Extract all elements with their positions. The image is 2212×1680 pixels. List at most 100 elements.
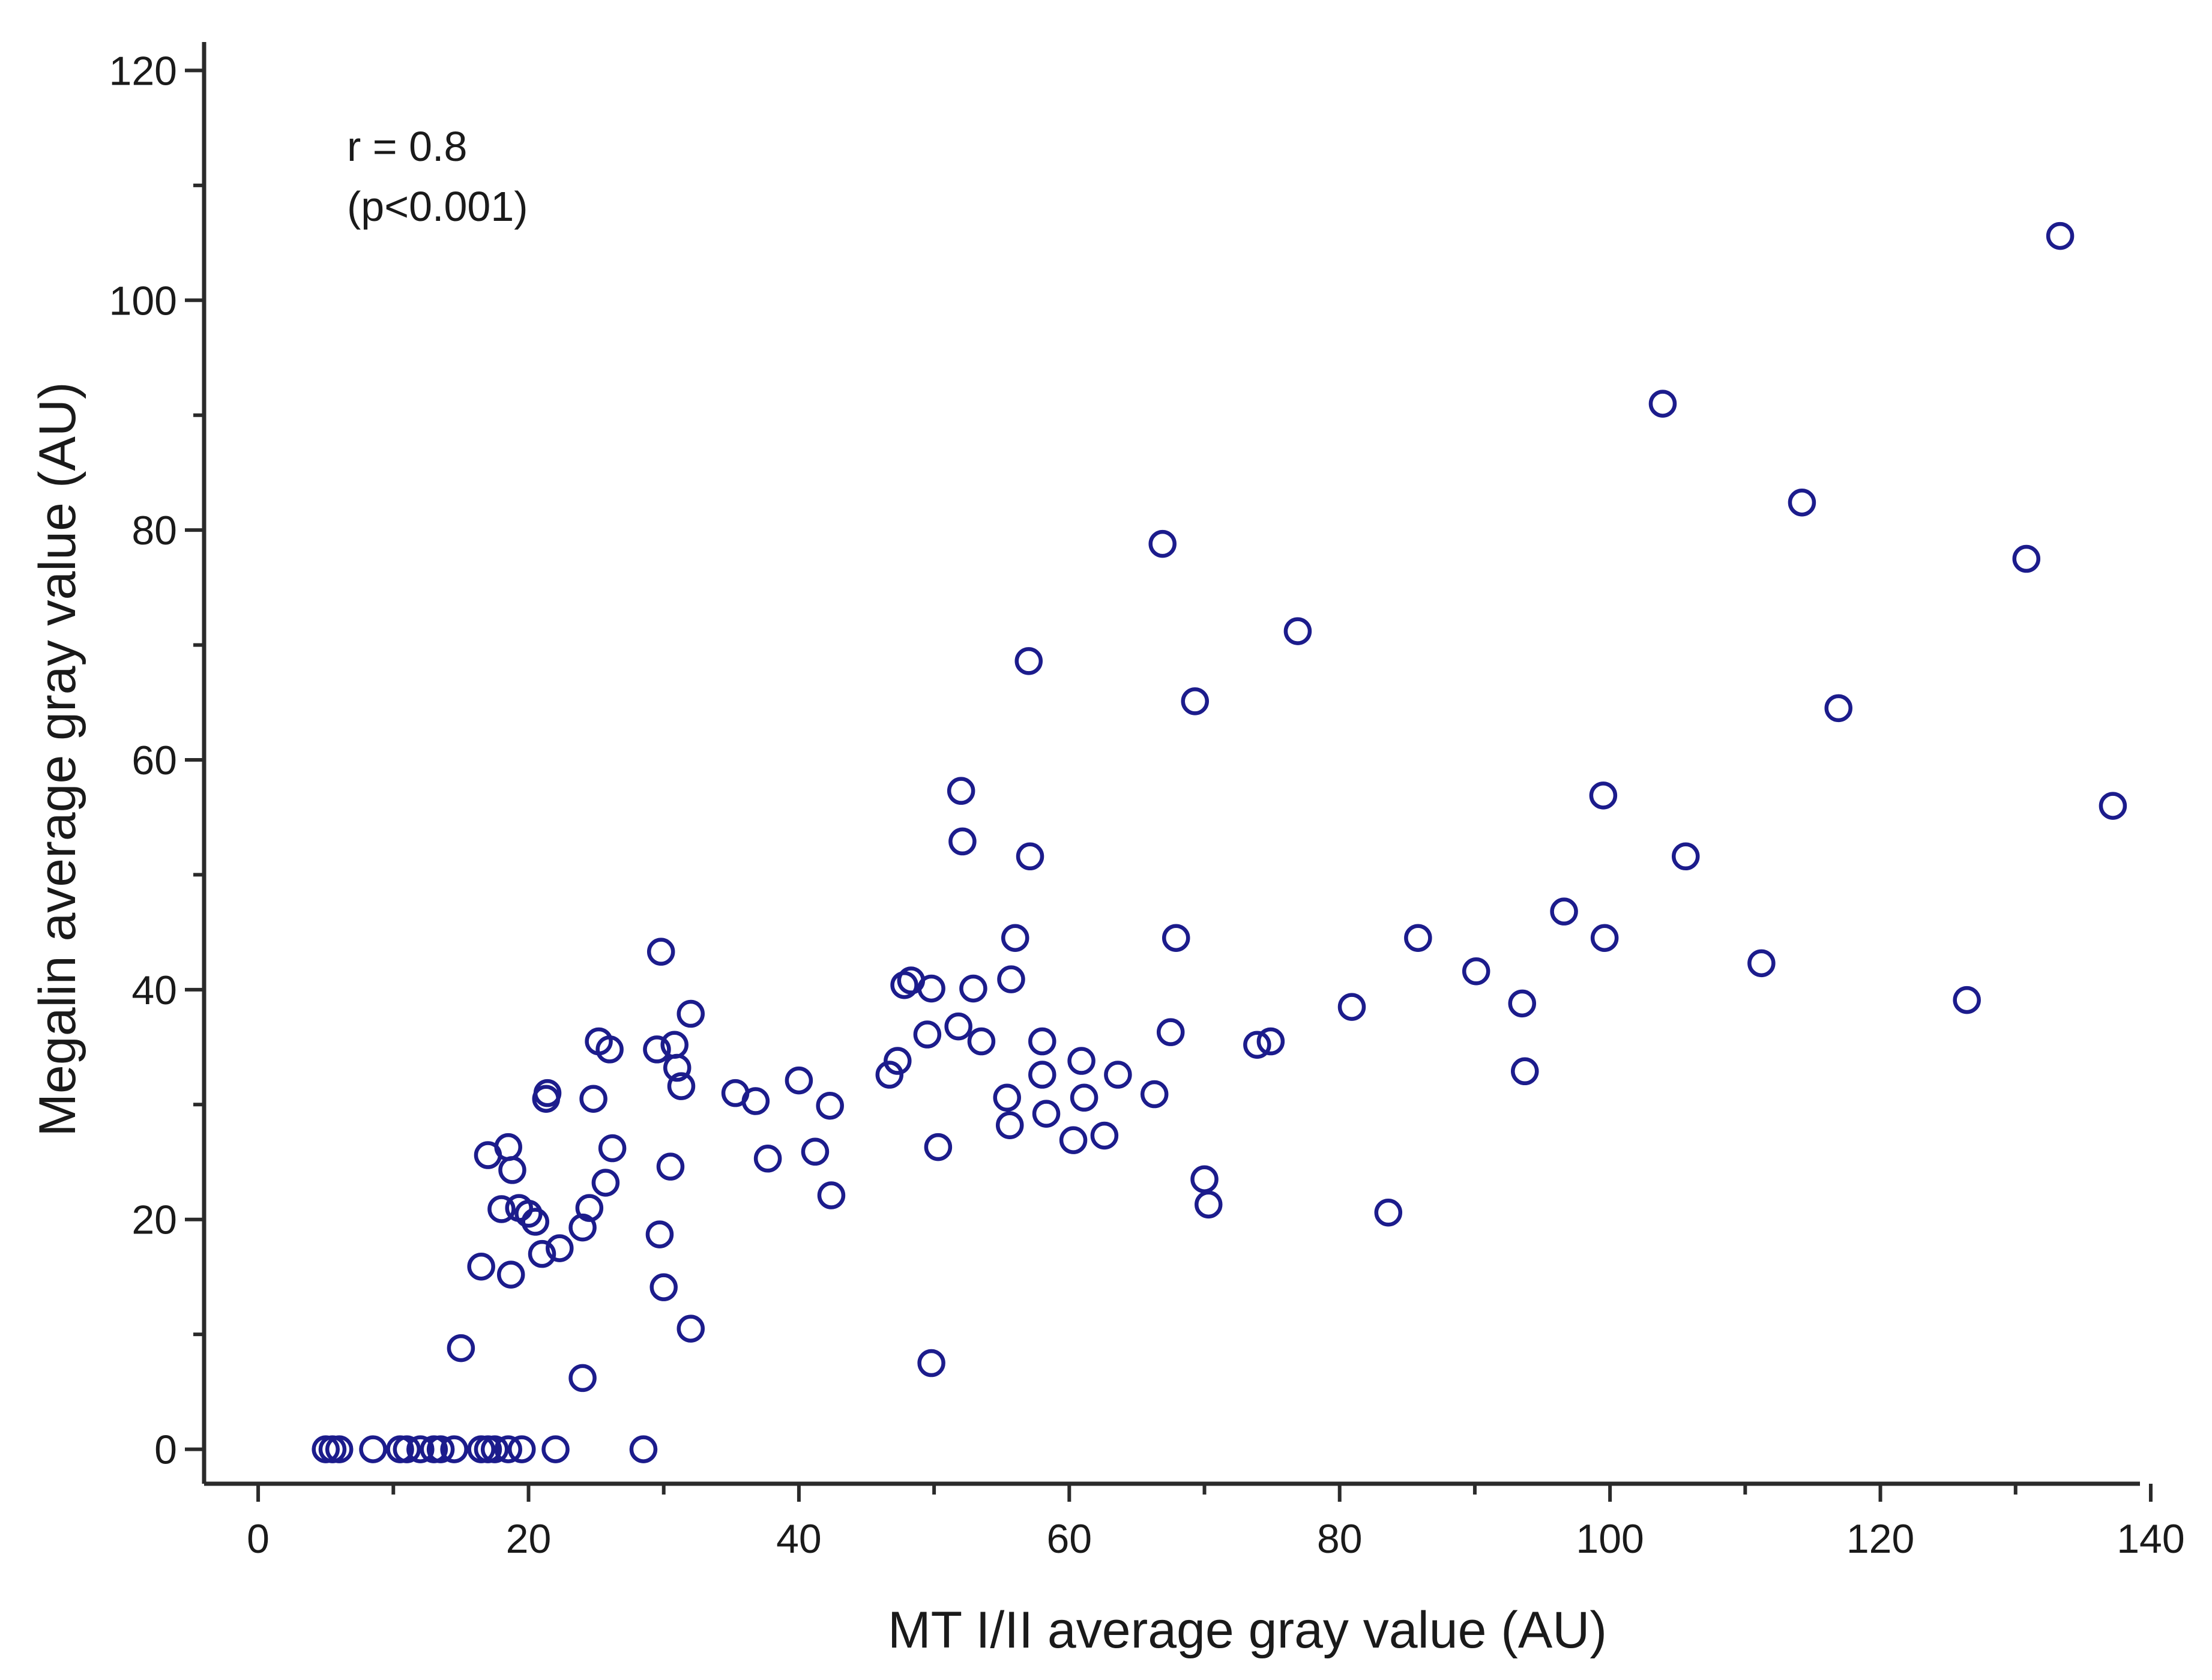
data-point (533, 1079, 562, 1107)
data-point (467, 1252, 495, 1281)
data-point (646, 938, 675, 966)
data-point (1070, 1083, 1098, 1112)
data-point (494, 1435, 522, 1463)
data-point (667, 1072, 696, 1100)
y-tick-label: 20 (131, 1197, 177, 1243)
data-point (359, 1435, 387, 1463)
data-point (568, 1364, 597, 1392)
data-point (1953, 986, 1981, 1014)
data-point (1672, 842, 1700, 871)
data-point (1195, 1190, 1223, 1219)
data-point (947, 777, 975, 805)
data-point (325, 1435, 354, 1463)
data-point (528, 1239, 556, 1268)
correlation-r-annotation: r = 0.8 (347, 123, 467, 170)
data-point (890, 971, 918, 999)
data-point (656, 1152, 685, 1181)
data-point (507, 1435, 536, 1463)
data-point (649, 1273, 678, 1301)
data-point (541, 1435, 570, 1463)
data-point (2012, 544, 2041, 573)
data-point (1243, 1031, 1271, 1059)
data-point (1181, 687, 1210, 715)
data-point (677, 999, 705, 1028)
data-point (1404, 924, 1432, 952)
data-point (993, 1083, 1021, 1112)
data-point (875, 1061, 904, 1089)
data-point (426, 1435, 455, 1463)
data-point (1140, 1080, 1169, 1109)
data-point (1016, 842, 1044, 871)
data-point (393, 1435, 421, 1463)
data-point (913, 1020, 942, 1049)
data-point (496, 1260, 525, 1289)
data-point (498, 1156, 526, 1184)
y-tick-label: 0 (154, 1427, 177, 1473)
data-point (1104, 1061, 1132, 1089)
data-point (487, 1195, 516, 1223)
tick-labels: 0 20 40 60 80 100 120 140 0 20 40 60 80 100 120 (109, 48, 2185, 1562)
data-points (312, 221, 2127, 1463)
data-point (967, 1027, 996, 1056)
x-tick-label: 20 (506, 1516, 552, 1562)
data-point (1374, 1198, 1403, 1227)
y-tick-label: 40 (131, 968, 177, 1013)
data-point (1462, 957, 1490, 986)
data-point (406, 1435, 435, 1463)
data-point (1156, 1018, 1185, 1046)
data-point (948, 827, 977, 856)
data-point (1162, 924, 1190, 952)
data-point (884, 1047, 912, 1075)
data-point (1824, 694, 1852, 723)
data-point (663, 1053, 692, 1082)
data-point (997, 965, 1025, 993)
data-point (816, 1091, 844, 1120)
data-point (1014, 647, 1043, 675)
data-point (575, 1194, 604, 1222)
y-axis-title: Megalin average gray value (AU) (29, 382, 86, 1136)
y-tick-label: 80 (131, 508, 177, 553)
data-point (785, 1066, 813, 1095)
data-point (817, 1181, 846, 1209)
data-point (598, 1134, 627, 1163)
data-point (595, 1035, 624, 1064)
data-point (1148, 529, 1177, 558)
data-point (1028, 1061, 1056, 1089)
data-point (494, 1133, 522, 1161)
data-point (917, 974, 945, 1003)
data-point (440, 1435, 468, 1463)
x-tick-label: 0 (247, 1516, 270, 1562)
data-point (1283, 617, 1312, 645)
data-point (645, 1220, 674, 1248)
data-point (1788, 488, 1816, 517)
y-tick-label: 100 (109, 278, 177, 324)
data-point (1589, 781, 1618, 810)
data-point (1337, 993, 1366, 1021)
x-axis-title: MT I/II average gray value (AU) (888, 1601, 1607, 1659)
data-point (741, 1087, 770, 1115)
data-point (480, 1435, 509, 1463)
data-point (579, 1085, 607, 1113)
data-point (447, 1334, 475, 1362)
data-point (1090, 1121, 1119, 1150)
x-tick-label: 100 (1576, 1516, 1644, 1562)
data-point (2046, 221, 2075, 250)
data-point (1747, 949, 1776, 978)
x-tick-label: 40 (776, 1516, 822, 1562)
data-point (753, 1145, 782, 1173)
x-tick-label: 60 (1046, 1516, 1092, 1562)
data-point (591, 1169, 620, 1197)
data-point (995, 1111, 1024, 1139)
y-tick-label: 120 (109, 48, 177, 94)
data-point (1028, 1027, 1056, 1056)
data-point (1190, 1165, 1219, 1193)
data-point (959, 974, 987, 1003)
data-point (643, 1035, 671, 1064)
data-point (801, 1137, 830, 1166)
y-tick-label: 60 (131, 738, 177, 783)
data-point (1590, 924, 1619, 952)
data-point (944, 1012, 972, 1041)
data-point (521, 1208, 550, 1236)
